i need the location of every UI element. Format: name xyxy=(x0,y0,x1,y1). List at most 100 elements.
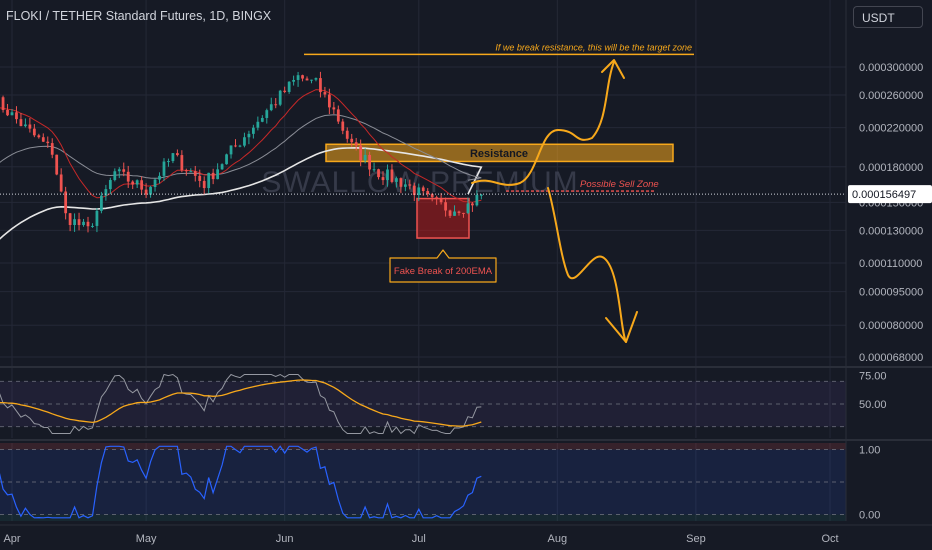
candle-body xyxy=(457,211,461,213)
candle xyxy=(77,212,81,231)
candle-body xyxy=(296,75,300,80)
oscillator-line xyxy=(0,445,482,519)
candle-body xyxy=(73,219,76,226)
candle xyxy=(211,168,215,185)
candle-body xyxy=(131,181,135,185)
candle-body xyxy=(126,171,130,182)
candle xyxy=(336,105,340,124)
annotations: If we break resistance, this will be the… xyxy=(0,42,846,343)
candle-body xyxy=(359,145,363,161)
candle-body xyxy=(471,203,474,206)
time-tick-label: Aug xyxy=(548,533,568,545)
candle-body xyxy=(95,210,99,226)
candle xyxy=(314,77,318,82)
candle-body xyxy=(211,172,215,180)
candle xyxy=(198,169,202,188)
candle-body xyxy=(41,137,45,142)
candle xyxy=(426,188,430,197)
candle xyxy=(207,172,211,194)
candle-body xyxy=(269,104,273,111)
candle xyxy=(82,218,85,227)
candle-body xyxy=(234,145,237,147)
candle xyxy=(368,151,371,177)
fake-break-zone xyxy=(416,197,470,239)
candle xyxy=(283,86,287,94)
candle xyxy=(296,71,300,87)
resistance-zone xyxy=(325,143,674,163)
candle xyxy=(238,144,242,148)
candle xyxy=(377,168,380,180)
candle-body xyxy=(381,177,385,181)
candle xyxy=(354,137,358,151)
candle-body xyxy=(310,79,313,81)
candle-body xyxy=(260,117,264,122)
candle-body xyxy=(64,191,68,214)
candle xyxy=(390,164,394,184)
candle xyxy=(131,180,135,190)
candle-body xyxy=(10,112,14,116)
candlestick-series xyxy=(1,71,483,233)
candle xyxy=(274,98,278,109)
candle-body xyxy=(1,97,5,110)
candle-body xyxy=(50,143,54,155)
candle xyxy=(225,153,228,165)
candle xyxy=(444,197,447,217)
candle-body xyxy=(37,135,41,138)
candle-body xyxy=(117,169,121,172)
osc-top-band xyxy=(0,443,846,450)
candle-body xyxy=(408,184,412,186)
candle xyxy=(135,179,139,189)
candle xyxy=(256,116,260,131)
oscillator-panel xyxy=(0,445,482,519)
candle xyxy=(332,101,336,114)
ema-fast-line xyxy=(0,89,482,203)
candle xyxy=(140,176,144,195)
candle-body xyxy=(305,78,309,81)
candle-body xyxy=(439,198,443,203)
last-price-label: 0.000156497 xyxy=(852,189,916,201)
candle-body xyxy=(386,169,389,181)
candle-body xyxy=(140,180,144,190)
chart-title: FLOKI / TETHER Standard Futures, 1D, BIN… xyxy=(6,9,272,23)
candle-body xyxy=(251,127,255,134)
time-tick-label: Jun xyxy=(276,533,294,545)
candle xyxy=(10,108,14,116)
fake-break-label: Fake Break of 200EMA xyxy=(394,266,493,277)
bearish-projection-arrow xyxy=(547,187,627,343)
candle xyxy=(91,223,94,228)
candle xyxy=(323,86,327,98)
candle-body xyxy=(171,153,175,162)
price-tick-label: 0.000110000 xyxy=(859,258,922,270)
candle xyxy=(243,132,246,148)
price-tick-label: 0.000260000 xyxy=(859,90,923,102)
candle xyxy=(372,162,376,172)
candle xyxy=(408,179,412,190)
candle xyxy=(439,193,443,205)
candle-body xyxy=(6,109,9,116)
candle-body xyxy=(220,164,224,170)
candle-body xyxy=(198,175,202,181)
candle-body xyxy=(274,104,278,106)
rsi-band xyxy=(0,381,846,427)
candle-body xyxy=(189,171,193,173)
candle-body xyxy=(153,179,157,188)
currency-button[interactable]: USDT xyxy=(853,6,923,28)
candle-body xyxy=(462,212,465,214)
candle xyxy=(144,183,148,198)
candle xyxy=(475,190,479,207)
candle-body xyxy=(184,170,188,172)
candle xyxy=(260,115,264,123)
candle-body xyxy=(377,169,380,178)
candle-body xyxy=(193,171,197,176)
candle-body xyxy=(417,187,421,196)
candle xyxy=(117,167,121,179)
candle-body xyxy=(390,169,394,182)
candle xyxy=(305,76,309,81)
time-tick-label: May xyxy=(136,533,157,545)
candle xyxy=(86,216,90,233)
annotation-zones xyxy=(325,143,674,239)
candle xyxy=(234,139,237,148)
sell-zone-label: Possible Sell Zone xyxy=(580,179,659,190)
